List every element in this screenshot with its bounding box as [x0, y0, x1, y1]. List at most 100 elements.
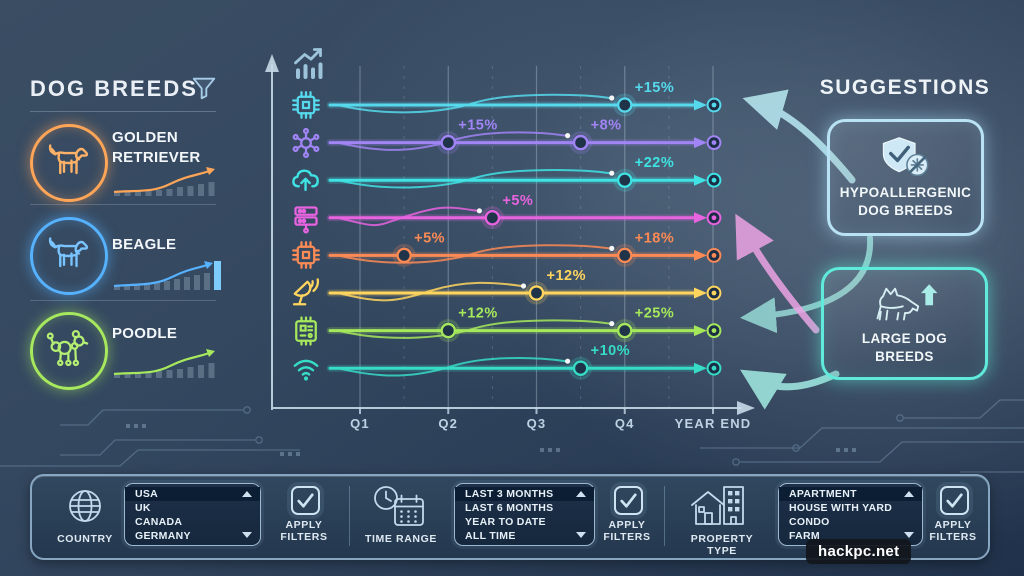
- x-axis-label: Q2: [438, 416, 458, 431]
- breed-name: BEAGLE: [112, 236, 177, 253]
- breed-item-golden-retriever[interactable]: GOLDEN RETRIEVER: [30, 124, 220, 202]
- beagle-icon: [30, 217, 108, 295]
- chart-row-2: +15% +8%: [326, 118, 722, 155]
- microchip-icon: [288, 237, 324, 273]
- data-point-marker: [572, 360, 589, 377]
- chart-row-4: +5%: [326, 193, 722, 230]
- apply-filters-label: APPLY FILTERS: [280, 519, 328, 543]
- percent-label: +5%: [502, 193, 533, 209]
- server-stack-icon: [288, 200, 324, 236]
- chevron-up-icon[interactable]: [242, 491, 252, 497]
- dog-breeds-title: DOG BREEDS: [30, 76, 198, 101]
- arrow-card2-to-row8: [740, 369, 840, 410]
- suggestions-title: SUGGESTIONS: [819, 76, 991, 99]
- cloud-upload-icon: [288, 162, 324, 198]
- cpu-chip-icon: [288, 87, 324, 123]
- satellite-dish-icon: [288, 275, 324, 311]
- country-dropdown[interactable]: USA UK CANADA GERMANY: [124, 483, 261, 546]
- chart-row-3: +22%: [326, 155, 722, 192]
- property-type-dropdown[interactable]: APARTMENT HOUSE WITH YARD CONDO FARM: [778, 483, 923, 546]
- percent-label: +12%: [458, 306, 498, 322]
- x-axis-label: Q1: [350, 416, 370, 431]
- apply-filters-label: APPLY FILTERS: [603, 519, 651, 543]
- chevron-down-icon[interactable]: [576, 532, 586, 538]
- property-type-icon: [688, 479, 752, 533]
- percent-label: +12%: [547, 268, 587, 284]
- property-apply-checkbox[interactable]: [940, 486, 969, 515]
- dropdown-option[interactable]: CONDO: [789, 516, 830, 528]
- poodle-trend-sparkline: [113, 349, 215, 378]
- time-range-icon: [370, 482, 428, 532]
- dropdown-option[interactable]: USA: [125, 487, 260, 501]
- filter-bar: COUNTRY USA UK CANADA GERMANY APPLY FILTERS…: [30, 474, 990, 560]
- x-axis-label: Q4: [615, 416, 635, 431]
- data-point-marker: [440, 322, 457, 339]
- chart-row-5: +5% +18%: [326, 230, 722, 267]
- dropdown-option[interactable]: HOUSE WITH YARD: [789, 502, 893, 514]
- circuit-board-icon: [288, 313, 324, 349]
- country-apply-checkbox[interactable]: [291, 486, 320, 515]
- apply-filters-label: APPLY FILTERS: [929, 519, 977, 543]
- dropdown-option[interactable]: GERMANY: [135, 530, 191, 542]
- arrow-card2-to-row4: [735, 213, 820, 334]
- dropdown-option[interactable]: YEAR TO DATE: [465, 516, 546, 528]
- time-range-dropdown[interactable]: LAST 3 MONTHS LAST 6 MONTHS YEAR TO DATE AL…: [454, 483, 595, 546]
- globe-icon: [62, 484, 108, 530]
- arrow-card1-to-row7: [740, 235, 874, 334]
- time-range-label: TIME RANGE: [365, 533, 437, 545]
- chart-row-8: +10%: [326, 343, 722, 380]
- dropdown-option[interactable]: LAST 3 MONTHS: [455, 487, 594, 501]
- breed-item-poodle[interactable]: POODLE: [30, 312, 220, 390]
- hypoallergenic-card[interactable]: HYPOALLERGENIC DOG BREEDS: [827, 119, 984, 236]
- data-point-marker: [396, 247, 412, 264]
- data-point-marker: [484, 209, 501, 226]
- dropdown-option[interactable]: ALL TIME: [465, 530, 516, 542]
- divider: [30, 111, 216, 112]
- percent-label: +22%: [635, 155, 675, 171]
- time-apply-checkbox[interactable]: [614, 486, 643, 515]
- large-dog-up-icon: [866, 281, 944, 325]
- data-point-marker: [616, 97, 633, 113]
- percent-label: +18%: [635, 230, 675, 246]
- breed-name: POODLE: [112, 325, 178, 342]
- x-axis-label: Q3: [527, 416, 547, 431]
- funnel-icon[interactable]: [190, 74, 218, 102]
- dropdown-option[interactable]: APARTMENT: [779, 487, 922, 501]
- network-nodes-icon: [288, 125, 324, 161]
- dropdown-option[interactable]: CANADA: [135, 516, 183, 528]
- chevron-down-icon[interactable]: [242, 532, 252, 538]
- divider: [664, 486, 665, 546]
- divider: [30, 300, 216, 301]
- chevron-up-icon[interactable]: [904, 491, 914, 497]
- chart-axes: [271, 64, 742, 410]
- data-point-marker: [616, 322, 633, 339]
- chart-row-6: +12%: [326, 268, 722, 305]
- beagle-trend-sparkline: [113, 261, 221, 290]
- golden-trend-sparkline: [113, 167, 215, 196]
- watermark: hackpc.net: [806, 539, 912, 564]
- chevron-down-icon[interactable]: [904, 532, 914, 538]
- chevron-up-icon[interactable]: [576, 491, 586, 497]
- breed-item-beagle[interactable]: BEAGLE: [30, 217, 221, 295]
- data-point-marker: [572, 134, 589, 151]
- highlight-bar: [214, 261, 221, 290]
- card-label: LARGE DOG BREEDS: [861, 331, 948, 364]
- chart-row-7: +12% +25%: [326, 306, 722, 343]
- percent-label: +8%: [591, 118, 622, 134]
- large-dog-card[interactable]: LARGE DOG BREEDS: [821, 267, 988, 380]
- analytics-growth-icon: [288, 42, 328, 82]
- percent-label: +15%: [458, 118, 498, 134]
- y-axis-arrow: [265, 54, 279, 72]
- country-label: COUNTRY: [57, 533, 113, 545]
- card-label: HYPOALLERGENIC DOG BREEDS: [839, 185, 972, 218]
- dropdown-option[interactable]: UK: [135, 502, 151, 514]
- divider: [30, 204, 216, 205]
- data-point-marker: [440, 134, 457, 151]
- percent-label: +10%: [591, 343, 631, 359]
- x-axis-label: YEAR END: [675, 416, 752, 431]
- percent-label: +15%: [635, 80, 675, 96]
- dropdown-option[interactable]: LAST 6 MONTHS: [465, 502, 554, 514]
